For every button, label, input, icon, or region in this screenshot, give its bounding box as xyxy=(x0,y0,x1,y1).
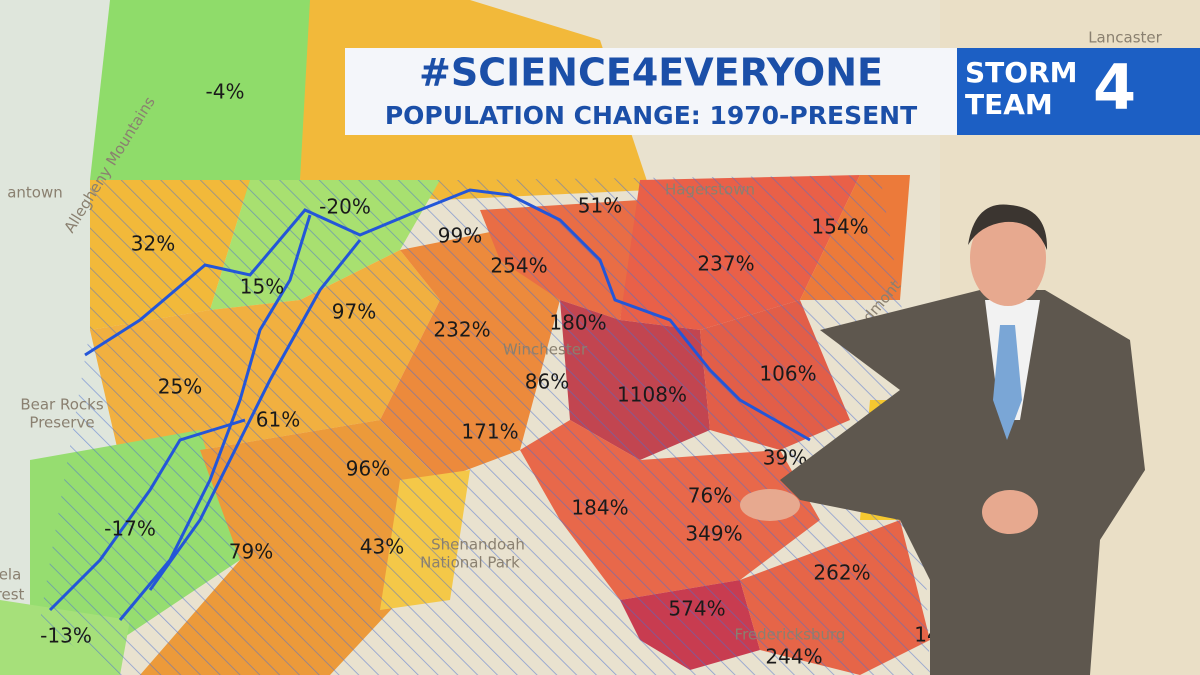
banner-subtitle: POPULATION CHANGE: 1970-PRESENT xyxy=(385,101,917,130)
region-value: 262% xyxy=(813,561,870,585)
place-label: Hagerstown xyxy=(665,181,755,199)
region-value: 154% xyxy=(811,215,868,239)
region-value: 97% xyxy=(332,300,376,324)
boundary-line xyxy=(148,239,362,591)
region-value: 86% xyxy=(525,370,569,394)
logo-box xyxy=(957,48,1200,135)
suit xyxy=(780,290,1145,675)
region-value: 349% xyxy=(685,522,742,546)
region-value: 32% xyxy=(131,232,175,256)
tie xyxy=(993,325,1022,440)
region-value: 96% xyxy=(346,457,390,481)
region-value: 1108% xyxy=(617,383,687,407)
region-labels: -4% -20% 51% 154% 32% 99% 254% 237% 15% 97% 232% 18… xyxy=(40,80,940,669)
region-value: -17% xyxy=(104,517,156,541)
place-label: Lancaster xyxy=(1088,29,1162,47)
region-value: 171% xyxy=(461,420,518,444)
boundary-line xyxy=(84,188,811,442)
logo-number: 4 xyxy=(1093,51,1136,124)
logo-text: STORM xyxy=(965,56,1078,89)
place-label: antown xyxy=(7,184,63,202)
region-value: 574% xyxy=(668,597,725,621)
region-value: -13% xyxy=(40,624,92,648)
place-label: Shenandoah xyxy=(431,536,525,554)
region-value: 184% xyxy=(571,496,628,520)
place-label: Preserve xyxy=(29,414,94,432)
logo-text: TEAM xyxy=(965,88,1053,121)
presenter xyxy=(740,204,1145,675)
boundaries xyxy=(48,188,811,621)
region-value: 79% xyxy=(229,540,273,564)
region-value: 232% xyxy=(433,318,490,342)
region-value: 106% xyxy=(759,362,816,386)
region-value: 237% xyxy=(697,252,754,276)
place-label: rest xyxy=(0,586,24,604)
place-label: Bear Rocks xyxy=(20,396,104,414)
region-value: 43% xyxy=(360,535,404,559)
region-value: 244% xyxy=(765,645,822,669)
banner: #SCIENCE4EVERYONE POPULATION CHANGE: 197… xyxy=(345,48,1200,135)
region xyxy=(90,0,335,200)
hair xyxy=(968,204,1048,250)
hand xyxy=(740,489,800,521)
region-value: 180% xyxy=(549,311,606,335)
region-value: 51% xyxy=(578,194,622,218)
hatch-overlay xyxy=(40,175,930,675)
region-value: 15% xyxy=(240,275,284,299)
banner-title: #SCIENCE4EVERYONE xyxy=(419,51,883,95)
place-label: Fredericksburg xyxy=(735,626,846,644)
place-label: ela xyxy=(0,566,21,584)
place-label: National Park xyxy=(420,554,520,572)
region-value: 61% xyxy=(256,408,300,432)
hand xyxy=(982,490,1038,534)
face xyxy=(970,210,1046,306)
region-value: -20% xyxy=(319,195,371,219)
region-value: 254% xyxy=(490,254,547,278)
region-value: 76% xyxy=(688,484,732,508)
place-label: Winchester xyxy=(503,341,588,359)
banner-box xyxy=(345,48,957,135)
region-value: 99% xyxy=(438,224,482,248)
region-value: -4% xyxy=(206,80,245,104)
region-value: 25% xyxy=(158,375,202,399)
boundary-line xyxy=(48,418,246,612)
